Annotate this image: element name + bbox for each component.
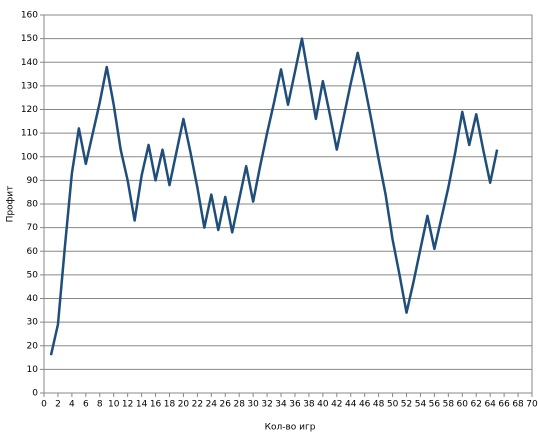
y-tick-label: 10: [27, 365, 39, 375]
x-tick-label: 10: [108, 400, 120, 410]
x-tick-label: 68: [512, 400, 524, 410]
y-tick-label: 150: [21, 34, 38, 44]
x-tick-label: 4: [69, 400, 75, 410]
x-tick-label: 38: [303, 400, 315, 410]
x-axis-label: Кол-во игр: [265, 423, 316, 433]
x-tick-label: 70: [526, 400, 538, 410]
x-tick-label: 18: [164, 400, 176, 410]
x-tick-label: 8: [97, 400, 103, 410]
y-tick-label: 80: [27, 200, 39, 210]
x-tick-label: 56: [429, 400, 441, 410]
x-tick-label: 6: [83, 400, 89, 410]
x-tick-label: 30: [247, 400, 259, 410]
y-tick-label: 0: [32, 389, 38, 399]
data-line: [49, 37, 499, 356]
x-tick-label: 48: [373, 400, 385, 410]
x-tick-label: 2: [55, 400, 61, 410]
y-tick-label: 140: [21, 58, 38, 68]
x-tick-label: 50: [387, 400, 399, 410]
x-tick-label: 20: [178, 400, 190, 410]
x-tick-label: 22: [192, 400, 203, 410]
y-tick-label: 30: [27, 318, 39, 328]
x-tick-label: 64: [484, 400, 496, 410]
y-tick-label: 90: [27, 176, 39, 186]
y-tick-label: 20: [27, 341, 39, 351]
y-tick-label: 120: [21, 105, 38, 115]
x-tick-label: 12: [122, 400, 133, 410]
x-tick-label: 0: [41, 400, 47, 410]
y-tick-label: 70: [27, 223, 39, 233]
x-tick-label: 32: [261, 400, 272, 410]
y-tick-label: 130: [21, 81, 38, 91]
x-tick-label: 40: [317, 400, 329, 410]
x-tick-label: 24: [206, 400, 218, 410]
x-tick-label: 60: [457, 400, 469, 410]
x-tick-label: 52: [401, 400, 412, 410]
x-tick-label: 54: [415, 400, 427, 410]
y-tick-label: 60: [27, 247, 39, 257]
x-tick-label: 46: [359, 400, 371, 410]
x-tick-label: 58: [443, 400, 455, 410]
y-tick-label: 40: [27, 294, 39, 304]
y-axis-label: Профит: [6, 186, 16, 223]
x-tick-label: 44: [345, 400, 357, 410]
y-tick-label: 50: [27, 270, 39, 280]
x-tick-label: 14: [136, 400, 148, 410]
y-tick-label: 100: [21, 152, 38, 162]
x-tick-label: 42: [331, 400, 342, 410]
y-tick-label: 110: [21, 129, 38, 139]
x-tick-label: 28: [233, 400, 245, 410]
x-tick-label: 34: [275, 400, 287, 410]
x-tick-label: 36: [289, 400, 301, 410]
x-tick-label: 16: [150, 400, 162, 410]
x-tick-label: 26: [220, 400, 232, 410]
x-tick-label: 66: [498, 400, 510, 410]
y-tick-label: 160: [21, 11, 38, 21]
x-tick-label: 62: [471, 400, 482, 410]
